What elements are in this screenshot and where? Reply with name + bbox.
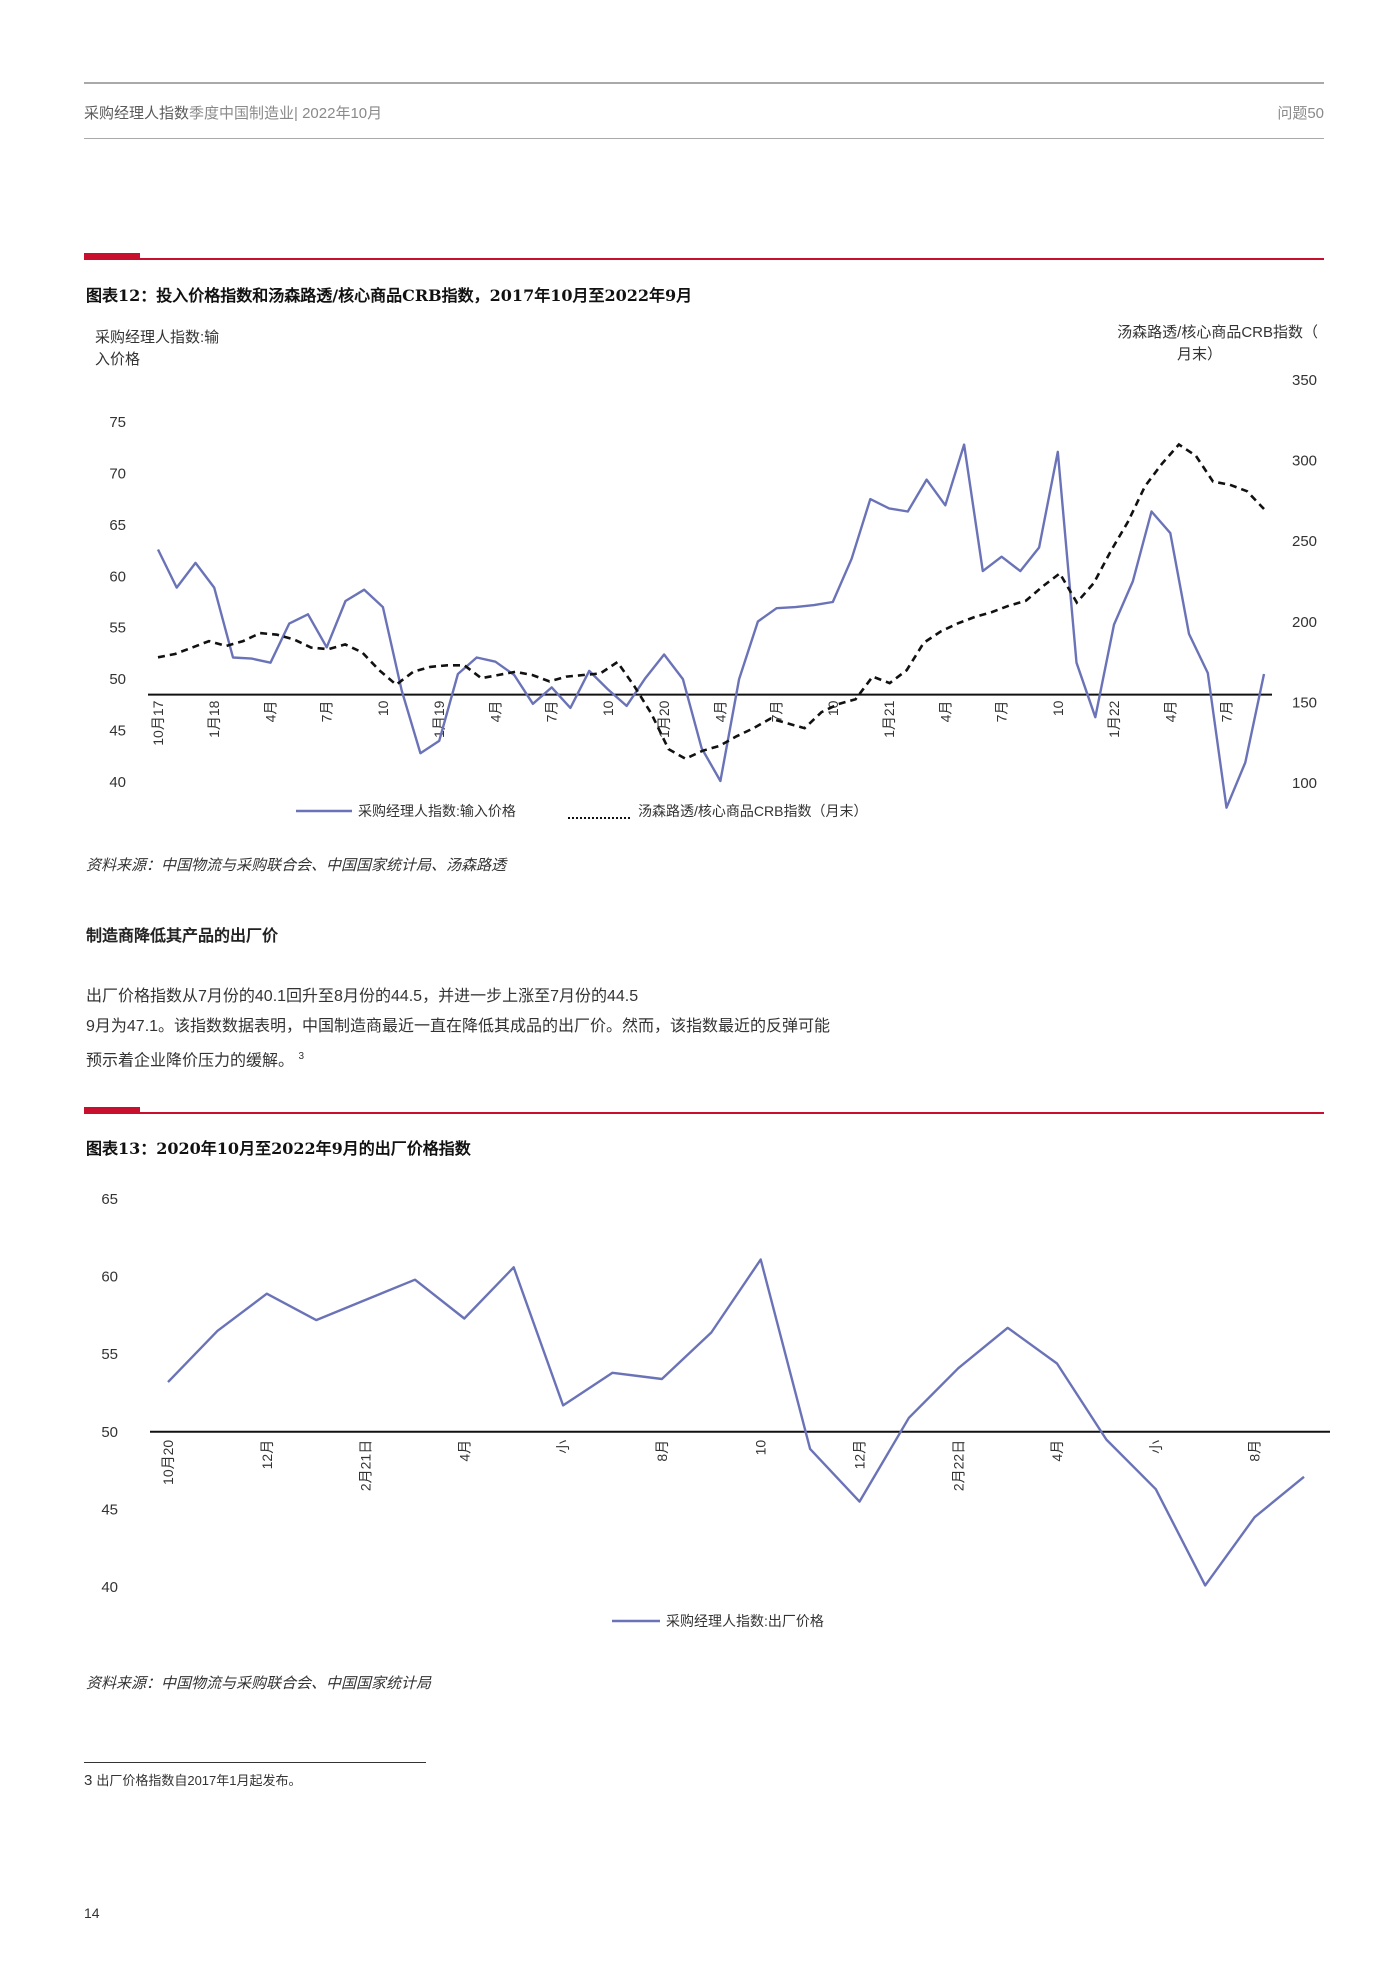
x-tick-label: 8月: [1247, 1440, 1263, 1462]
y-tick-label: 55: [101, 1346, 118, 1363]
y-tick-label: 60: [101, 1269, 118, 1286]
y-tick-label: 65: [109, 517, 126, 534]
y2-tick-label: 150: [1292, 694, 1317, 711]
figure13-source: 资料来源：中国物流与采购联合会、中国国家统计局: [86, 1675, 432, 1692]
x-tick-label: 10: [1050, 700, 1066, 716]
y-tick-label: 70: [109, 465, 126, 482]
y2-tick-label: 100: [1292, 775, 1317, 792]
left-axis-label-line1: 采购经理人指数:输: [95, 329, 219, 346]
figure13-rule: [84, 1107, 1324, 1114]
x-tick-label: 7月: [544, 701, 560, 723]
paragraph-line-3-text: 预示着企业降价压力的缓解。: [86, 1052, 295, 1070]
figure13-title: 图表13：2020年10月至2022年9月的出厂价格指数: [86, 1139, 471, 1158]
issue-number: 问题50: [1277, 105, 1324, 122]
x-tick-label: 7月: [319, 701, 335, 723]
x-tick-label: 4月: [262, 701, 278, 723]
footnote-rule: [84, 1762, 426, 1763]
paragraph-line-1: 出厂价格指数从7月份的40.1回升至8月份的44.5，并进一步上涨至7月份的44…: [86, 988, 639, 1005]
y-tick-label: 50: [101, 1424, 118, 1441]
x-tick-label: 1月22: [1106, 700, 1122, 738]
report-title-rest: 季度中国制造业| 2022年10月: [189, 105, 383, 122]
x-tick-label: 7月: [769, 701, 785, 723]
y2-tick-label: 200: [1292, 614, 1317, 631]
x-tick-label: 小: [555, 1440, 571, 1454]
section-heading: 制造商降低其产品的出厂价: [86, 928, 279, 945]
x-tick-label: 4月: [1049, 1440, 1065, 1462]
left-axis-label-line2: 入价格: [95, 351, 140, 368]
series-line-input-price: [156, 443, 1266, 809]
y2-tick-label: 250: [1292, 533, 1317, 550]
x-tick-label: 10月17: [150, 700, 166, 745]
y-tick-label: 55: [109, 620, 126, 637]
x-tick-label: 10月20: [160, 1440, 176, 1485]
x-tick-label: 1月21: [881, 700, 897, 738]
x-tick-label: 1月18: [206, 700, 222, 738]
figure12-title: 图表12：投入价格指数和汤森路透/核心商品CRB指数，2017年10月至2022…: [86, 286, 693, 305]
legend-label-crb: 汤森路透/核心商品CRB指数（月末）: [638, 803, 867, 819]
y2-tick-label: 300: [1292, 453, 1317, 470]
legend: 采购经理人指数:出厂价格: [612, 1613, 824, 1629]
y-tick-label: 50: [109, 671, 126, 688]
x-tick-label: 10: [375, 700, 391, 716]
footnote: 3 出厂价格指数自2017年1月起发布。: [84, 1770, 302, 1789]
footnote-number: 3: [84, 1772, 93, 1789]
x-tick-label: 4月: [937, 701, 953, 723]
paragraph-line-2: 9月为47.1。该指数数据表明，中国制造商最近一直在降低其成品的出厂价。然而，该…: [86, 1018, 831, 1035]
y-tick-label: 40: [101, 1579, 118, 1596]
figure12-source: 资料来源：中国物流与采购联合会、中国国家统计局、汤森路透: [86, 857, 507, 874]
y-tick-label: 45: [109, 723, 126, 740]
x-tick-label: 4月: [1162, 701, 1178, 723]
footnote-reference[interactable]: 3: [298, 1051, 305, 1062]
header-rule-bottom: [84, 138, 1324, 139]
y-tick-label: 65: [101, 1191, 118, 1208]
x-tick-label: 7月: [1219, 701, 1235, 723]
legend: 采购经理人指数:输入价格 汤森路透/核心商品CRB指数（月末）: [296, 803, 867, 819]
legend-label-output-price: 采购经理人指数:出厂价格: [666, 1613, 824, 1629]
figure13-chart: 40 45 50 55 60 65 10月20 12月 2月21日 4月 小 8月 10 12月 2月22…: [101, 1191, 1330, 1629]
legend-label-input-price: 采购经理人指数:输入价格: [358, 803, 516, 819]
y-tick-label: 40: [109, 774, 126, 791]
report-title-strong: 采购经理人指数: [84, 105, 190, 122]
x-tick-label: 1月20: [656, 700, 672, 738]
header-rule-top: [84, 82, 1324, 84]
report-title: 采购经理人指数季度中国制造业| 2022年10月: [84, 102, 382, 123]
x-tick-label: 2月22日: [950, 1440, 966, 1491]
right-axis-label-line1: 汤森路透/核心商品CRB指数（: [1117, 324, 1318, 341]
x-tick-label: 10: [753, 1440, 769, 1456]
x-tick-label: 4月: [456, 1440, 472, 1462]
x-tick-label: 7月: [994, 701, 1010, 723]
x-tick-label: 10: [600, 700, 616, 716]
y2-tick-label: 350: [1292, 372, 1317, 389]
x-tick-label: 小: [1148, 1440, 1164, 1454]
figure12-chart: 采购经理人指数:输 入价格 汤森路透/核心商品CRB指数（ 月末） 40 45 50…: [95, 324, 1318, 819]
series-line-crb: [157, 442, 1265, 761]
y-tick-label: 60: [109, 568, 126, 585]
x-tick-label: 4月: [712, 701, 728, 723]
page-number: 14: [84, 1905, 100, 1921]
x-tick-label: 10: [825, 700, 841, 716]
body-paragraph: 出厂价格指数从7月份的40.1回升至8月份的44.5，并进一步上涨至7月份的44…: [86, 982, 986, 1076]
paragraph-line-3: 预示着企业降价压力的缓解。 3: [86, 1042, 986, 1076]
x-tick-label: 12月: [851, 1440, 867, 1470]
x-tick-label: 2月21日: [358, 1440, 374, 1491]
y-tick-label: 75: [109, 414, 126, 431]
footnote-text: 出厂价格指数自2017年1月起发布。: [96, 1773, 302, 1788]
x-tick-label: 12月: [259, 1440, 275, 1470]
y-tick-label: 45: [101, 1501, 118, 1518]
right-axis-label-line2: 月末）: [1177, 346, 1222, 363]
series-line-output-price: [167, 1258, 1305, 1587]
figure12-rule: [84, 253, 1324, 260]
x-tick-label: 4月: [487, 701, 503, 723]
x-tick-label: 8月: [654, 1440, 670, 1462]
